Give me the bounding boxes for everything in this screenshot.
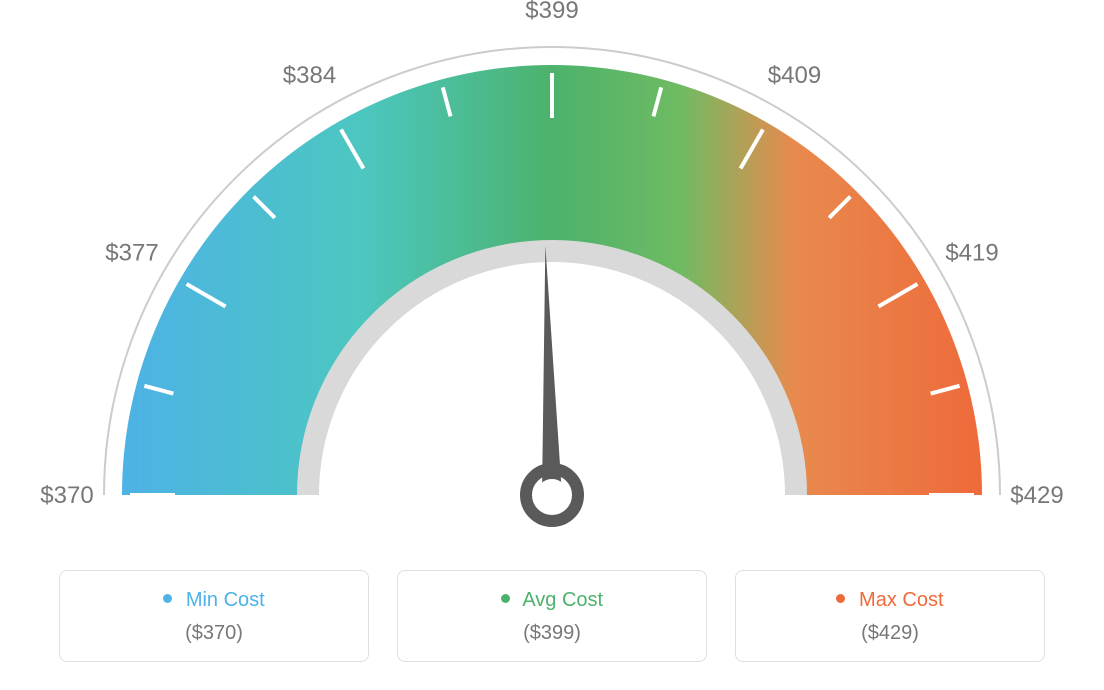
dot-icon xyxy=(163,594,172,603)
legend-label-text: Max Cost xyxy=(859,589,943,611)
dot-icon xyxy=(501,594,510,603)
legend-label-min: Min Cost xyxy=(70,589,358,612)
svg-text:$419: $419 xyxy=(945,240,998,267)
dot-icon xyxy=(836,594,845,603)
legend-label-max: Max Cost xyxy=(746,589,1034,612)
svg-text:$370: $370 xyxy=(40,482,93,509)
svg-text:$429: $429 xyxy=(1010,482,1063,509)
legend-value-min: ($370) xyxy=(70,622,358,645)
svg-text:$384: $384 xyxy=(283,62,336,89)
legend-label-text: Avg Cost xyxy=(522,589,603,611)
svg-text:$399: $399 xyxy=(525,0,578,24)
legend-label-avg: Avg Cost xyxy=(408,589,696,612)
legend-card-min: Min Cost ($370) xyxy=(59,570,369,662)
legend-row: Min Cost ($370) Avg Cost ($399) Max Cost… xyxy=(0,570,1104,662)
svg-text:$409: $409 xyxy=(768,62,821,89)
cost-gauge: $370 $377 $384 $399 $409 $419 $429 xyxy=(0,0,1104,560)
svg-text:$377: $377 xyxy=(105,240,158,267)
legend-value-avg: ($399) xyxy=(408,622,696,645)
legend-card-max: Max Cost ($429) xyxy=(735,570,1045,662)
legend-card-avg: Avg Cost ($399) xyxy=(397,570,707,662)
legend-label-text: Min Cost xyxy=(186,589,265,611)
legend-value-max: ($429) xyxy=(746,622,1034,645)
